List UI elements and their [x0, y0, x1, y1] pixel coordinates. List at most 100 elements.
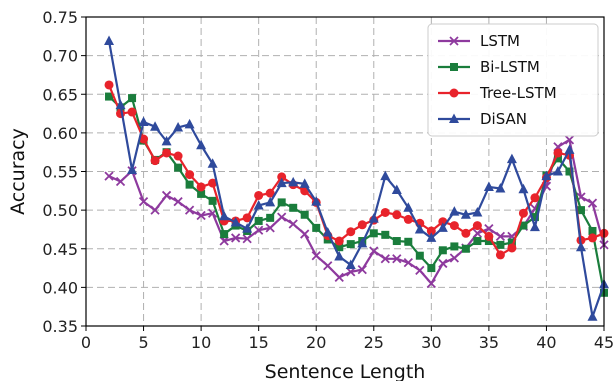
data-point-tree-lstm — [173, 151, 183, 161]
x-tick-label: 5 — [138, 333, 148, 352]
data-point-disan — [552, 166, 563, 176]
data-point-disan — [150, 121, 161, 131]
data-point-bi-lstm — [185, 180, 194, 189]
data-point-bi-lstm — [128, 94, 137, 103]
data-point-bi-lstm — [473, 237, 482, 246]
data-point-bi-lstm — [300, 210, 309, 219]
data-point-disan — [196, 139, 207, 150]
y-tick-label: 0.60 — [42, 124, 78, 143]
series-disan — [104, 35, 609, 321]
legend-label: DiSAN — [480, 110, 527, 128]
data-point-disan — [529, 221, 540, 232]
data-point-disan — [587, 311, 598, 321]
data-point-tree-lstm — [139, 134, 149, 144]
legend-label: LSTM — [480, 32, 520, 50]
data-point-lstm — [242, 234, 252, 244]
data-point-lstm — [150, 205, 160, 215]
data-point-tree-lstm — [127, 107, 137, 117]
data-point-lstm — [196, 210, 206, 221]
data-point-lstm — [300, 229, 310, 239]
y-tick-label: 0.65 — [42, 85, 78, 104]
data-point-disan — [541, 170, 552, 181]
data-point-disan — [104, 35, 115, 45]
data-point-disan — [115, 99, 126, 110]
data-point-disan — [518, 183, 529, 194]
data-point-tree-lstm — [196, 182, 206, 192]
data-point-lstm — [323, 261, 333, 271]
data-point-bi-lstm — [312, 223, 321, 232]
data-point-bi-lstm — [576, 206, 585, 215]
data-point-lstm — [138, 196, 149, 207]
data-point-lstm — [369, 246, 379, 256]
data-point-tree-lstm — [380, 207, 390, 217]
data-point-disan — [311, 196, 322, 206]
data-point-tree-lstm — [208, 178, 218, 188]
y-tick-label: 0.40 — [42, 278, 78, 297]
data-point-lstm — [254, 225, 264, 235]
data-point-bi-lstm — [289, 203, 298, 212]
data-point-lstm — [449, 253, 459, 263]
data-point-disan — [403, 202, 414, 212]
data-point-tree-lstm — [357, 220, 367, 230]
data-point-bi-lstm — [208, 196, 217, 205]
legend-item-disan: DiSAN — [438, 110, 527, 128]
data-point-lstm — [311, 251, 321, 261]
data-point-bi-lstm — [197, 189, 206, 198]
data-point-lstm — [265, 223, 275, 233]
y-tick-label: 0.70 — [42, 47, 78, 66]
data-point-tree-lstm — [461, 228, 471, 238]
data-point-lstm — [495, 231, 506, 242]
data-point-bi-lstm — [105, 92, 114, 101]
data-point-bi-lstm — [461, 244, 470, 253]
data-point-disan — [322, 227, 333, 237]
data-point-bi-lstm — [507, 238, 516, 247]
data-point-lstm — [403, 258, 413, 268]
data-point-tree-lstm — [104, 80, 114, 90]
x-tick-label: 40 — [536, 333, 556, 352]
data-point-tree-lstm — [185, 170, 195, 180]
data-point-disan — [127, 164, 138, 174]
data-point-tree-lstm — [587, 233, 597, 243]
legend-swatch-marker — [449, 113, 459, 123]
legend-swatch-marker — [450, 63, 458, 71]
data-point-disan — [426, 232, 437, 242]
data-point-tree-lstm — [162, 148, 172, 158]
data-point-disan — [495, 182, 506, 193]
data-point-disan — [288, 176, 299, 187]
x-tick-label: 15 — [248, 333, 268, 352]
data-point-bi-lstm — [381, 230, 390, 239]
x-tick-label: 25 — [364, 333, 384, 352]
data-point-bi-lstm — [519, 221, 528, 230]
x-tick-label: 20 — [306, 333, 326, 352]
legend-label: Bi-LSTM — [480, 58, 540, 76]
series-layer — [104, 35, 609, 321]
data-point-disan — [380, 170, 391, 181]
data-point-disan — [173, 121, 184, 132]
data-point-bi-lstm — [254, 216, 263, 225]
data-point-disan — [219, 210, 230, 221]
data-point-lstm — [334, 272, 344, 282]
data-point-lstm — [231, 233, 241, 243]
data-point-bi-lstm — [174, 163, 183, 172]
y-tick-label: 0.55 — [42, 163, 78, 182]
x-tick-label: 45 — [594, 333, 613, 352]
data-point-disan — [334, 250, 345, 261]
x-tick-label: 10 — [191, 333, 211, 352]
data-point-tree-lstm — [553, 148, 563, 158]
data-point-disan — [472, 206, 483, 217]
data-point-disan — [414, 223, 425, 234]
data-point-disan — [449, 206, 460, 216]
x-tick-label: 0 — [81, 333, 91, 352]
data-point-bi-lstm — [438, 246, 447, 255]
data-point-bi-lstm — [335, 243, 344, 252]
data-point-disan — [207, 158, 218, 168]
legend: LSTM Bi-LSTM Tree-LSTM DiSAN — [427, 23, 599, 137]
data-point-disan — [357, 237, 368, 248]
data-point-lstm — [219, 236, 229, 246]
data-point-bi-lstm — [392, 237, 401, 246]
data-point-tree-lstm — [242, 213, 252, 223]
data-point-tree-lstm — [449, 221, 459, 231]
x-tick-label: 30 — [421, 333, 441, 352]
y-tick-label: 0.50 — [42, 201, 78, 220]
data-point-lstm — [104, 171, 114, 181]
